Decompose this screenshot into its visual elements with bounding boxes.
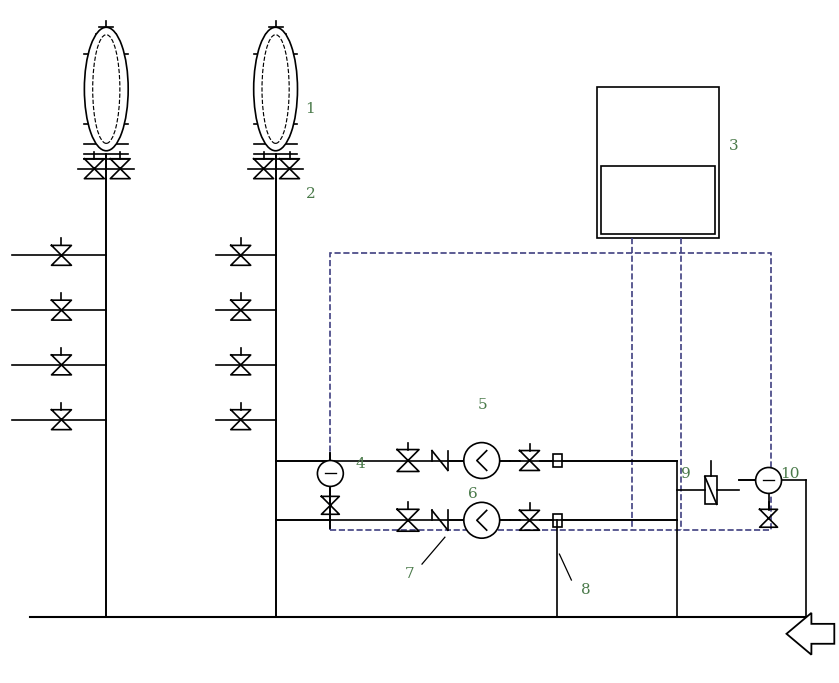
Circle shape	[464, 502, 500, 538]
Ellipse shape	[85, 27, 128, 151]
Ellipse shape	[253, 27, 298, 151]
Bar	[602, 167, 715, 234]
Bar	[553, 514, 562, 527]
Bar	[705, 477, 717, 504]
Bar	[331, 253, 770, 530]
Text: 5: 5	[477, 398, 487, 412]
Text: 2: 2	[305, 186, 315, 201]
Text: 10: 10	[780, 467, 800, 482]
Text: 4: 4	[355, 458, 365, 471]
Text: 7: 7	[405, 567, 414, 581]
Bar	[553, 454, 562, 467]
Text: 9: 9	[681, 467, 690, 482]
Text: 3: 3	[729, 139, 738, 153]
Bar	[597, 87, 719, 238]
Text: 6: 6	[468, 488, 477, 501]
Polygon shape	[786, 613, 834, 655]
Circle shape	[756, 467, 781, 493]
Circle shape	[464, 443, 500, 478]
Text: 1: 1	[305, 102, 315, 116]
Circle shape	[317, 460, 343, 486]
Text: 8: 8	[581, 583, 591, 597]
